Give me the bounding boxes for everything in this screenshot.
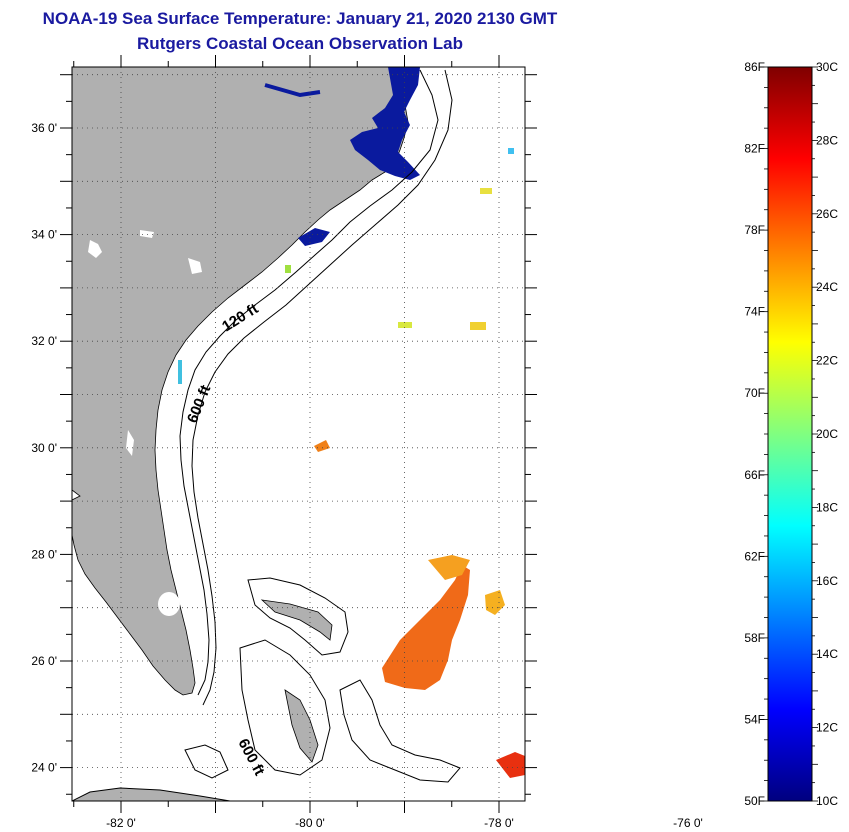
lon-label: -78 0' (484, 816, 514, 830)
lake-small (188, 258, 202, 274)
latitude-labels: 36 0' 34 0' 32 0' 30 0' 28 0' 26 0' 24 0' (31, 121, 57, 775)
colorbar-label-f: 50F (744, 794, 765, 808)
map-area (72, 67, 525, 801)
contour-120ft (179, 69, 439, 696)
sst-pixel (285, 265, 291, 273)
graticule (72, 67, 525, 801)
colorbar-label-c: 20C (816, 427, 838, 441)
colorbar-label-f: 70F (744, 386, 765, 400)
warm-sst-patch (485, 590, 505, 615)
bahamas-island (260, 599, 333, 641)
bahamas-bank (339, 679, 461, 783)
colorbar-gradient (767, 66, 813, 802)
colorbar-label-f: 86F (744, 60, 765, 74)
lat-label: 28 0' (31, 547, 57, 561)
colorbar: 86F 82F 78F 74F 70F 66F 62F 58F 54F 50F 30C 28C 26C… (744, 60, 838, 808)
lat-label: 26 0' (31, 654, 57, 668)
warm-sst-patch (428, 555, 470, 580)
cuba-coast (72, 787, 231, 801)
colorbar-label-c: 26C (816, 207, 838, 221)
contour-label-120ft: 120 ft (219, 300, 261, 335)
warm-sst-patch (314, 440, 330, 452)
colorbar-label-f: 66F (744, 468, 765, 482)
colorbar-label-f: 58F (744, 631, 765, 645)
colorbar-label-c: 10C (816, 794, 838, 808)
lat-label: 36 0' (31, 121, 57, 135)
colorbar-celsius-labels: 30C 28C 26C 24C 22C 20C 18C 16C 14C 12C 10C (816, 60, 838, 808)
bahamas-island (284, 689, 319, 763)
lat-label: 32 0' (31, 334, 57, 348)
sst-pixel (470, 322, 486, 330)
cold-water-sounds (298, 228, 330, 246)
longitude-labels: -82 0'-80 0'-78 0'-76 0'-74 0' (106, 816, 703, 830)
map-frame (71, 66, 526, 802)
lon-label: -82 0' (106, 816, 136, 830)
bahamas-bank (184, 744, 229, 779)
colorbar-label-c: 30C (816, 60, 838, 74)
lake-small (126, 430, 134, 456)
colorbar-label-f: 74F (744, 305, 765, 319)
colorbar-label-c: 18C (816, 500, 838, 514)
lake-okeechobee (158, 592, 180, 616)
lat-label: 34 0' (31, 228, 57, 242)
axis-ticks (60, 55, 537, 813)
colorbar-label-f: 54F (744, 712, 765, 726)
lake-small (140, 230, 154, 238)
colorbar-label-f: 82F (744, 142, 765, 156)
colorbar-fahrenheit-labels: 86F 82F 78F 74F 70F 66F 62F 58F 54F 50F (744, 60, 765, 808)
colorbar-label-c: 16C (816, 574, 838, 588)
colorbar-label-c: 24C (816, 280, 838, 294)
contour-600ft (191, 69, 453, 706)
lake-small (88, 240, 102, 258)
warm-sst-patch (382, 565, 470, 690)
colorbar-label-f: 62F (744, 549, 765, 563)
cold-water-sounds (350, 67, 420, 180)
sst-pixel (178, 360, 182, 384)
colorbar-label-c: 14C (816, 647, 838, 661)
sst-pixel (480, 188, 492, 194)
lat-label: 24 0' (31, 761, 57, 775)
lat-label: 30 0' (31, 441, 57, 455)
colorbar-label-f: 78F (744, 223, 765, 237)
colorbar-label-c: 22C (816, 354, 838, 368)
warm-sst-patch (496, 752, 525, 778)
colorbar-label-c: 28C (816, 133, 838, 147)
sst-pixel (508, 148, 514, 154)
colorbar-label-c: 12C (816, 721, 838, 735)
sst-pixel (398, 322, 412, 328)
river (264, 83, 321, 98)
map-title: NOAA-19 Sea Surface Temperature: January… (42, 9, 558, 28)
land-mainland (72, 67, 409, 696)
map-subtitle: Rutgers Coastal Ocean Observation Lab (137, 34, 463, 53)
colorbar-ticks (760, 66, 818, 802)
lon-label: -76 0' (673, 816, 703, 830)
lon-label: -80 0' (295, 816, 325, 830)
